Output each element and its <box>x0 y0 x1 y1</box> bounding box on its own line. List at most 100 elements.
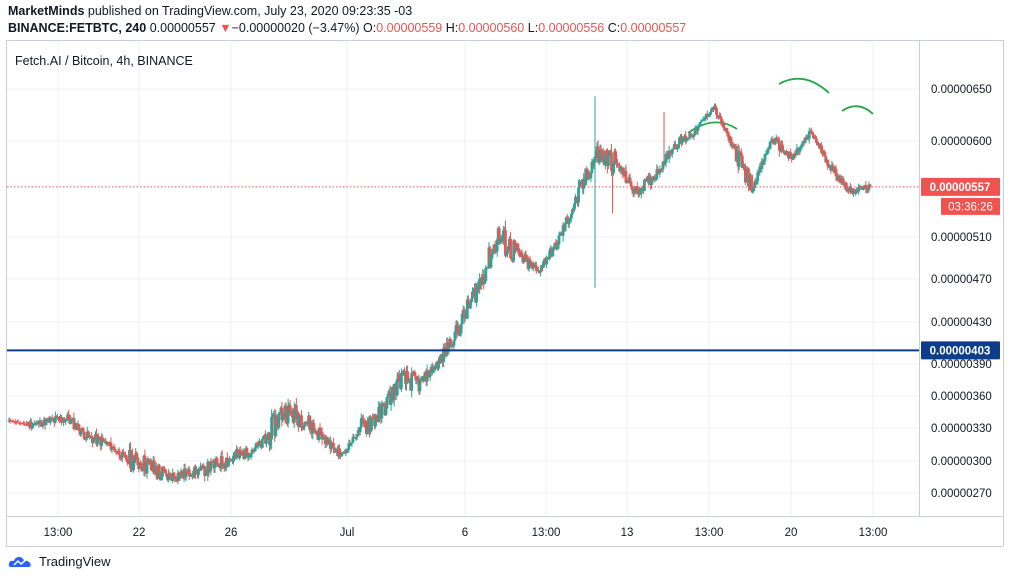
candle <box>207 461 211 478</box>
candle <box>783 151 786 156</box>
svg-text:0.00000403: 0.00000403 <box>930 345 991 357</box>
candle <box>725 127 729 137</box>
candle <box>684 130 688 145</box>
candle <box>256 444 260 449</box>
x-tick-label: 26 <box>225 527 238 539</box>
candle <box>868 184 872 190</box>
candle <box>271 412 275 419</box>
candle <box>173 472 177 483</box>
candle <box>610 143 613 176</box>
candle <box>452 340 456 350</box>
author-name[interactable]: MarketMinds <box>8 4 85 18</box>
candle <box>777 137 781 157</box>
candle <box>458 333 462 337</box>
candle <box>670 148 674 158</box>
candle <box>653 174 657 183</box>
candle <box>578 178 581 190</box>
candle <box>676 146 679 153</box>
candle <box>35 420 39 426</box>
candle <box>347 439 351 453</box>
candle <box>370 418 373 433</box>
candle <box>701 116 705 121</box>
candle <box>854 189 857 196</box>
annotation-right-shoulder[interactable] <box>841 105 874 115</box>
candle <box>385 396 389 412</box>
tradingview-brand: TradingView <box>39 554 111 569</box>
candle <box>753 179 757 190</box>
candle <box>372 413 375 419</box>
candle <box>720 117 724 127</box>
candle <box>545 255 549 269</box>
candle <box>501 226 505 246</box>
candle <box>766 146 770 155</box>
candle <box>358 425 362 436</box>
candle <box>238 447 242 461</box>
candle <box>656 165 660 174</box>
candle <box>774 134 778 143</box>
candle <box>635 181 639 195</box>
candle <box>351 433 355 443</box>
candle <box>298 414 301 428</box>
candle <box>349 443 353 447</box>
candle <box>826 159 830 170</box>
candle <box>187 466 191 480</box>
x-tick-label: 22 <box>133 527 146 539</box>
symbol-interval: BINANCE:FETBTC, 240 <box>8 21 147 35</box>
high-label: H: <box>445 21 459 35</box>
y-tick-label: 0.00000510 <box>931 232 992 244</box>
candle <box>617 163 621 166</box>
candle <box>593 96 597 288</box>
y-tick-label: 0.00000330 <box>931 423 992 435</box>
candle <box>590 158 594 174</box>
candle <box>294 398 298 426</box>
y-tick-label: 0.00000650 <box>931 84 992 96</box>
candle <box>222 461 226 473</box>
x-tick-label: 6 <box>462 527 468 539</box>
publish-date: published on TradingView.com, July 23, 2… <box>87 4 413 18</box>
candle <box>89 431 93 440</box>
candle <box>844 181 848 192</box>
candle <box>67 409 71 421</box>
last-price: 0.00000557 <box>149 21 216 35</box>
candle <box>482 269 486 290</box>
candle <box>313 426 317 434</box>
candle <box>44 418 48 426</box>
candle <box>277 412 281 430</box>
candle <box>689 131 693 140</box>
close-label: C: <box>607 21 621 35</box>
candle <box>392 384 396 407</box>
candle <box>453 329 457 343</box>
open-value: 0.00000559 <box>376 21 443 35</box>
candle <box>120 449 124 463</box>
candle <box>284 402 288 424</box>
y-tick-label: 0.00000300 <box>931 456 992 468</box>
x-tick-label: 20 <box>785 527 798 539</box>
chart-axes <box>6 40 1004 547</box>
candle <box>517 243 521 256</box>
candle <box>198 469 201 472</box>
candle <box>320 427 324 445</box>
candle <box>790 153 794 163</box>
candle <box>163 466 166 473</box>
high-value: 0.00000560 <box>458 21 525 35</box>
candle <box>823 149 827 157</box>
x-tick-label: 13:00 <box>859 527 888 539</box>
candle <box>639 187 643 199</box>
candle <box>516 242 520 249</box>
pattern-annotations <box>687 77 874 134</box>
tradingview-logo[interactable]: TradingView <box>8 554 111 569</box>
candle <box>197 467 200 479</box>
candle <box>594 151 598 163</box>
candle <box>776 136 780 142</box>
candle <box>768 140 772 150</box>
candle <box>471 287 474 303</box>
annotation-left-shoulder[interactable] <box>687 121 738 134</box>
candle <box>747 167 750 192</box>
annotation-head[interactable] <box>778 77 830 94</box>
close-value: 0.00000557 <box>620 21 687 35</box>
candle <box>426 369 430 380</box>
candle <box>678 136 681 149</box>
open-label: O: <box>362 21 377 35</box>
chart-grid <box>7 41 919 516</box>
